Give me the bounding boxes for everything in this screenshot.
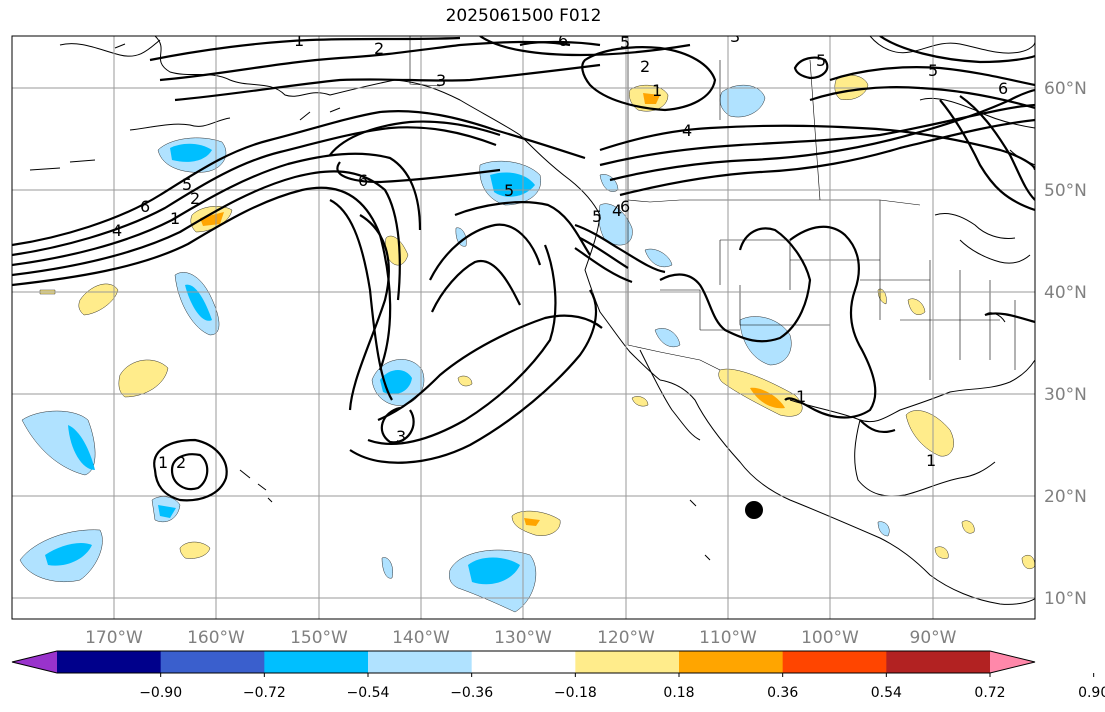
contour-label: 4	[682, 121, 692, 140]
lat-label: 30°N	[1044, 385, 1087, 405]
colorbar-tick-label: −0.72	[243, 685, 286, 701]
storm-marker-dot	[745, 501, 763, 519]
lat-label: 10°N	[1044, 589, 1087, 609]
contour-label: 3	[730, 27, 740, 46]
contour-label: 6	[558, 31, 568, 50]
colorbar-segment	[368, 651, 473, 673]
contour-labels: 1 2 3 6 5 4 5 6 5 2 1 4 6 5 1 2 3 6 4 3 …	[112, 27, 1008, 472]
contour-label: 5	[620, 33, 630, 52]
contour-label: 6	[998, 79, 1008, 98]
lat-label: 40°N	[1044, 283, 1087, 303]
contour-label: 6	[620, 197, 630, 216]
contour-label: 1	[294, 31, 304, 50]
contour-label: 5	[182, 175, 192, 194]
colorbar-tick-label: −0.90	[139, 685, 182, 701]
colorbar-segment	[160, 651, 265, 673]
colorbar-tick-label: −0.54	[347, 685, 390, 701]
contour-label: 5	[928, 61, 938, 80]
colorbar-segment	[264, 651, 369, 673]
colorbar	[11, 650, 1036, 674]
contour-label: 3	[436, 71, 446, 90]
colorbar-extend-high	[990, 651, 1035, 673]
colorbar-tick-label: 0.18	[663, 685, 694, 701]
contour-label: 5	[816, 51, 826, 70]
contour-label: 2	[374, 39, 384, 58]
map-title: 2025061500 F012	[445, 6, 602, 26]
contour-label: 6	[358, 171, 368, 190]
positive-anomaly-shading	[39, 74, 1035, 569]
lon-label: 100°W	[801, 628, 859, 648]
lon-label: 130°W	[494, 628, 552, 648]
lon-label: 120°W	[597, 628, 655, 648]
colorbar-tick-label: 0.72	[974, 685, 1005, 701]
colorbar-tick-labels: −0.90 −0.72 −0.54 −0.36 −0.18 0.18 0.36 0.54 0.7…	[139, 673, 1105, 701]
lat-label: 50°N	[1044, 181, 1087, 201]
colorbar-segment	[575, 651, 680, 673]
map-frame	[11, 35, 1036, 620]
contour-label: 5	[504, 181, 514, 200]
lon-label: 90°W	[910, 628, 957, 648]
contour-label: 2	[176, 453, 186, 472]
contour-label: 1	[796, 387, 806, 406]
political-boundaries	[409, 36, 1016, 380]
contour-label: 4	[612, 201, 622, 220]
colorbar-outline	[11, 650, 1036, 674]
colorbar-segment	[679, 651, 784, 673]
contour-label: 2	[190, 189, 200, 208]
lat-label: 60°N	[1044, 79, 1087, 99]
contour-label: 3	[396, 427, 406, 446]
colorbar-tick-label: 0.54	[871, 685, 902, 701]
lon-label: 160°W	[187, 628, 245, 648]
colorbar-segment	[57, 651, 162, 673]
colorbar-tick-label: −0.18	[554, 685, 597, 701]
colorbar-tick-label: 0.90	[1078, 685, 1105, 701]
contour-label: 1	[926, 451, 936, 470]
lat-label: 20°N	[1044, 487, 1087, 507]
colorbar-tick-label: −0.36	[450, 685, 493, 701]
lon-label: 110°W	[699, 628, 757, 648]
contour-label: 4	[112, 221, 122, 240]
colorbar-segment	[782, 651, 887, 673]
colorbar-segment	[886, 651, 991, 673]
contour-label: 5	[592, 207, 602, 226]
contour-label: 2	[640, 57, 650, 76]
contour-lines	[12, 36, 1035, 502]
lon-label: 140°W	[392, 628, 450, 648]
contour-label: 1	[170, 209, 180, 228]
contour-label: 6	[140, 197, 150, 216]
longitude-labels: 170°W 160°W 150°W 140°W 130°W 120°W 110°…	[85, 628, 957, 648]
contour-label: 1	[652, 81, 662, 100]
colorbar-segment	[471, 651, 576, 673]
contour-label: 1	[158, 453, 168, 472]
lon-label: 170°W	[85, 628, 143, 648]
latitude-labels: 60°N 50°N 40°N 30°N 20°N 10°N	[1044, 79, 1087, 609]
lon-label: 150°W	[290, 628, 348, 648]
colorbar-tick-label: 0.36	[767, 685, 798, 701]
colorbar-extend-low	[12, 651, 57, 673]
